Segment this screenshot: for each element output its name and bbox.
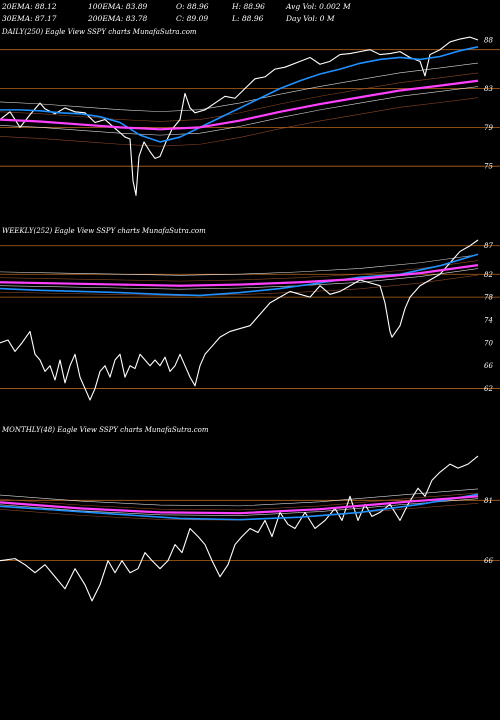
daily-y-tick-label: 75 [484,163,493,171]
daily-y-tick-label: 79 [484,124,493,132]
weekly-ema100-line [0,264,479,287]
header-avg-vol: Avg Vol: 0.002 M [286,2,351,11]
monthly-ema-ribbon-line [0,488,479,507]
daily-ema-ribbon-line [0,97,479,147]
weekly-ema-ribbon-line [0,260,479,282]
daily-ema-ribbon-line [0,86,479,136]
weekly-y-tick-label: 70 [484,339,493,347]
header-20ema: 20EMA: 88.12 [2,2,57,11]
monthly-y-tick-label: 66 [484,557,493,565]
weekly-ema-ribbon-line [0,254,479,276]
monthly-chart-title: MONTHLY(48) Eagle View SSPY charts Munaf… [2,426,209,434]
monthly-ema20-line [0,493,479,521]
weekly-price-line [0,239,479,401]
header-low: L: 88.96 [232,14,264,23]
weekly-ema-ribbon-line [0,268,479,290]
header-30ema: 30EMA: 87.17 [2,14,57,23]
weekly-y-tick-label: 74 [484,317,493,325]
weekly-ema-ribbon-line [0,274,479,296]
daily-price-line [0,36,479,196]
weekly-y-tick-label: 62 [484,385,493,393]
monthly-y-tick-label: 81 [484,497,493,505]
weekly-y-tick-label: 87 [484,242,493,250]
daily-ema-ribbon-line [0,72,479,122]
monthly-ema-ribbon-line [0,498,479,516]
weekly-chart-title: WEEKLY(252) Eagle View SSPY charts Munaf… [2,227,206,235]
daily-ema-ribbon-line [0,62,479,112]
weekly-y-tick-label: 78 [484,294,493,302]
header-close: C: 89.09 [176,14,209,23]
weekly-y-tick-label: 66 [484,362,493,370]
daily-ema100-line [0,79,479,131]
monthly-ema100-line [0,495,479,515]
monthly-ema-ribbon-line [0,492,479,511]
header-day-vol: Day Vol: 0 M [286,14,335,23]
monthly-chart: 81 66 [0,455,500,602]
header-open: O: 88.96 [176,2,209,11]
daily-ema20-line [0,46,479,143]
header-high: H: 88.96 [232,2,265,11]
header-200ema: 200EMA: 83.78 [88,14,148,23]
weekly-y-tick-label: 82 [484,271,493,279]
weekly-chart: 87 82 78 74 70 66 62 [0,239,500,401]
daily-y-tick-label: 83 [484,85,493,93]
daily-chart: 88 83 79 75 [0,37,500,196]
daily-y-tick-label: 88 [484,37,493,45]
daily-chart-title: DAILY(250) Eagle View SSPY charts Munafa… [2,28,197,36]
header-100ema: 100EMA: 83.89 [88,2,148,11]
monthly-price-line [0,455,479,602]
